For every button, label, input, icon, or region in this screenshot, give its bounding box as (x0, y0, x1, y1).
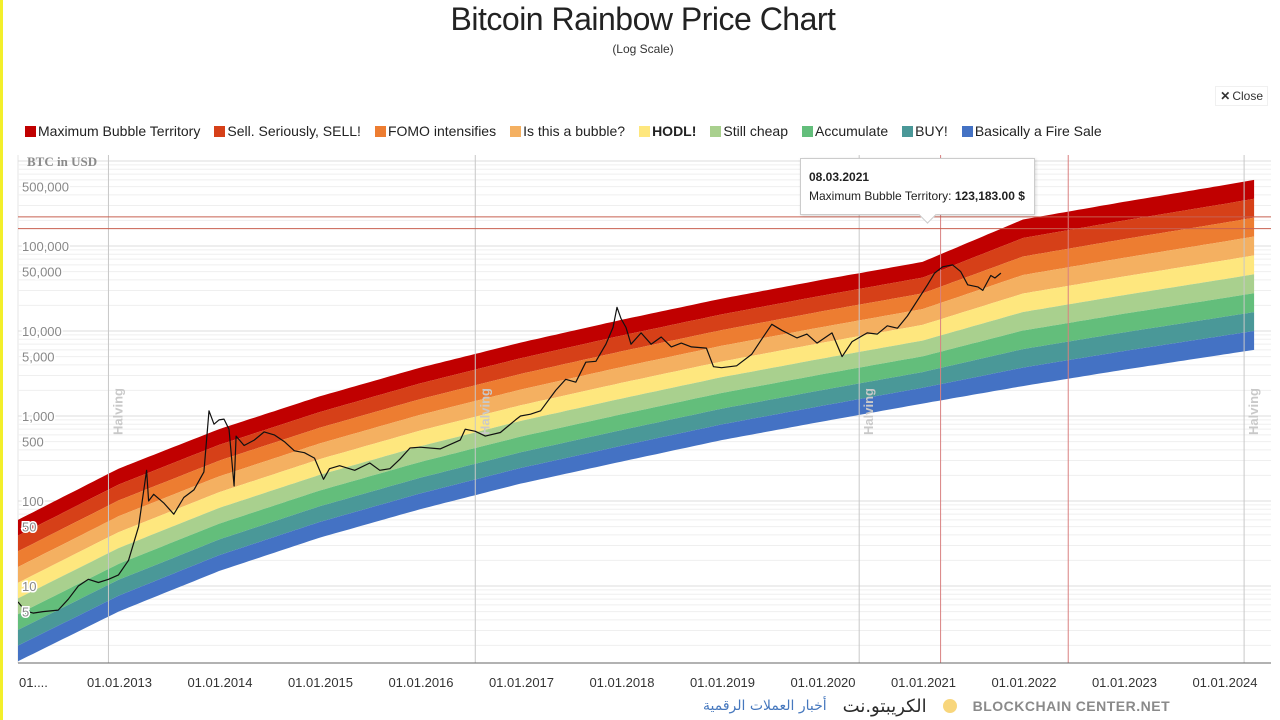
y-tick-label: 100,000 (22, 239, 69, 254)
y-tick-label: 500,000 (22, 180, 69, 195)
band-still-cheap (18, 274, 1255, 615)
watermark-brand-ar: الكريبتو.نت (842, 695, 927, 717)
x-tick-label: 01.01.2022 (991, 675, 1056, 690)
legend-item[interactable]: FOMO intensifies (374, 123, 497, 139)
y-tick-label: 100 (22, 494, 44, 509)
legend-swatch-icon (801, 125, 813, 137)
x-tick-label: 01.... (19, 675, 48, 690)
band-accumulate (18, 293, 1255, 630)
watermark-brand-line2: CENTER.NET (1075, 698, 1171, 714)
x-tick-label: 01.01.2021 (891, 675, 956, 690)
legend-swatch-icon (710, 125, 722, 137)
legend-label: Still cheap (723, 123, 788, 139)
y-tick-label: 5 (22, 605, 29, 620)
x-tick-label: 01.01.2024 (1192, 675, 1257, 690)
legend-label: FOMO intensifies (387, 123, 497, 139)
legend-item[interactable]: Maximum Bubble Territory (25, 123, 200, 139)
y-tick-label: 10 (22, 579, 36, 594)
tooltip-value: 123,183.00 $ (954, 189, 1025, 203)
watermark-brand-line1: BLOCKCHAIN (972, 698, 1072, 714)
band-buy (18, 312, 1255, 646)
legend-swatch-icon (961, 125, 973, 137)
tooltip-date: 08.03.2021 (809, 170, 870, 184)
x-tick-label: 01.01.2014 (187, 675, 252, 690)
legend-swatch-icon (374, 125, 386, 137)
x-tick-label: 01.01.2015 (288, 675, 353, 690)
band-sell-seriously-sell (18, 198, 1255, 552)
legend-label: Sell. Seriously, SELL! (227, 123, 361, 139)
rainbow-bands (18, 179, 1255, 662)
legend-label: Accumulate (814, 123, 889, 139)
y-tick-label: 10,000 (22, 324, 62, 339)
legend-item[interactable]: Is this a bubble? (510, 123, 625, 139)
chart-legend: Maximum Bubble Territory Sell. Seriously,… (25, 123, 1102, 139)
legend-item[interactable]: BUY! (902, 123, 948, 139)
band-fomo-intensifies (18, 217, 1255, 567)
watermark-tagline-ar: أخبار العملات الرقمية (703, 698, 827, 714)
x-tick-label: 01.01.2013 (87, 675, 152, 690)
legend-item[interactable]: Basically a Fire Sale (961, 123, 1102, 139)
y-tick-label: 1,000 (22, 409, 55, 424)
close-button[interactable]: ✕ Close (1215, 86, 1268, 106)
y-tick-label: 50 (22, 520, 36, 535)
halving-label: Halving (1246, 388, 1261, 435)
page-subtitle: (Log Scale) (612, 42, 674, 56)
close-icon: ✕ (1220, 89, 1231, 103)
halving-label: Halving (110, 388, 125, 435)
x-tick-label: 01.01.2017 (489, 675, 554, 690)
page-title: Bitcoin Rainbow Price Chart (450, 1, 836, 37)
band-hodl (18, 255, 1255, 599)
legend-item[interactable]: HODL! (639, 123, 696, 139)
band-basically-a-fire-sale (18, 331, 1255, 662)
legend-label: Basically a Fire Sale (974, 123, 1102, 139)
legend-label: HODL! (652, 123, 697, 139)
legend-swatch-icon (639, 125, 651, 137)
legend-label: Is this a bubble? (523, 123, 626, 139)
chart-tooltip: 08.03.2021 Maximum Bubble Territory: 123… (800, 158, 1035, 215)
y-tick-label: 50,000 (22, 265, 62, 280)
y-tick-label: 500 (22, 435, 44, 450)
y-tick-label: 5,000 (22, 350, 55, 365)
price-line (18, 264, 1002, 614)
watermark-logo-icon (942, 699, 957, 713)
legend-label: BUY! (915, 123, 948, 139)
x-tick-label: 01.01.2023 (1092, 675, 1157, 690)
legend-item[interactable]: Sell. Seriously, SELL! (214, 123, 361, 139)
legend-item[interactable]: Accumulate (801, 123, 889, 139)
halving-label: Halving (477, 388, 492, 435)
x-tick-label: 01.01.2020 (790, 675, 855, 690)
x-tick-label: 01.01.2019 (690, 675, 755, 690)
band-is-this-a-bubble (18, 236, 1255, 583)
legend-item[interactable]: Still cheap (710, 123, 788, 139)
watermark: أخبار العملات الرقمية الكريبتو.نت BLOCKC… (703, 694, 1170, 718)
band-maximum-bubble-territory (18, 179, 1255, 536)
x-tick-label: 01.01.2016 (388, 675, 453, 690)
legend-swatch-icon (214, 125, 226, 137)
halving-label: Halving (861, 388, 876, 435)
y-axis-label: BTC in USD (27, 154, 97, 169)
legend-swatch-icon (510, 125, 522, 137)
tooltip-series: Maximum Bubble Territory: (809, 189, 952, 203)
legend-label: Maximum Bubble Territory (38, 123, 201, 139)
legend-swatch-icon (25, 125, 36, 137)
close-label: Close (1232, 89, 1263, 103)
x-tick-label: 01.01.2018 (589, 675, 654, 690)
legend-swatch-icon (902, 125, 914, 137)
watermark-brand-en: BLOCKCHAIN CENTER.NET (973, 698, 1171, 714)
